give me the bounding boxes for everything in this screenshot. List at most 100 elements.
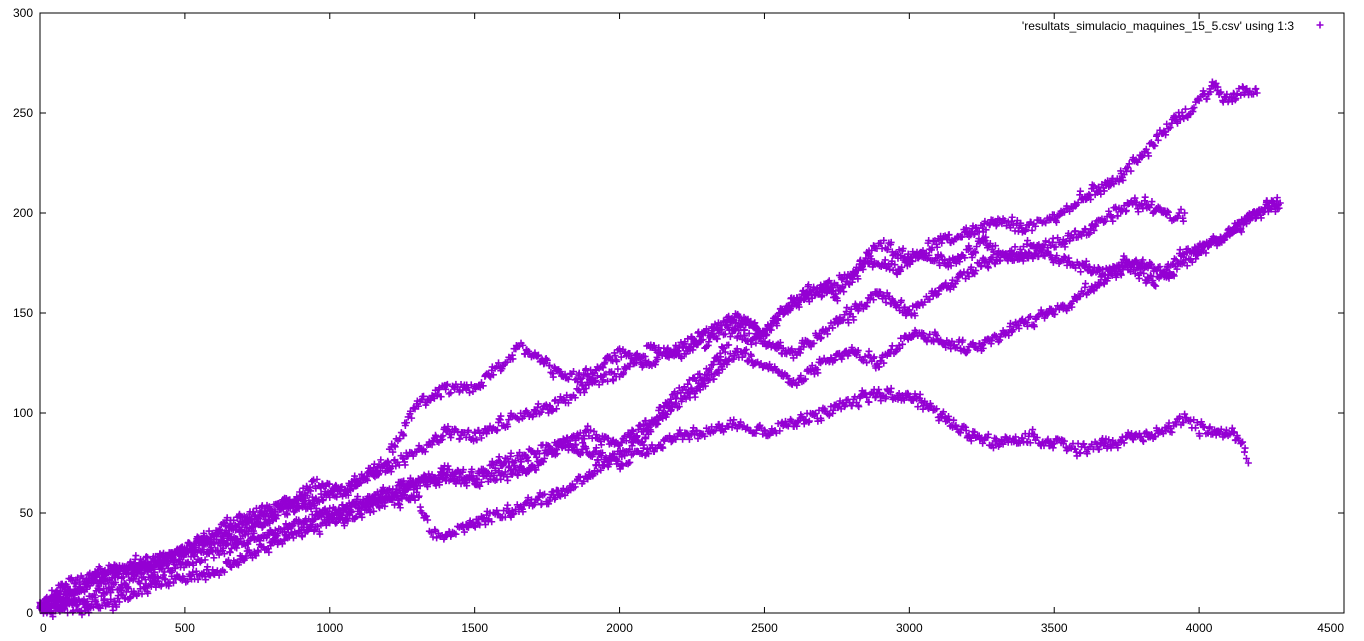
data-point — [895, 246, 903, 254]
data-point — [796, 295, 804, 303]
data-point — [338, 483, 346, 491]
data-point — [721, 330, 729, 338]
tick-marks — [39, 12, 1345, 614]
data-point — [1145, 152, 1153, 160]
data-point — [986, 220, 994, 228]
data-point — [854, 275, 862, 283]
data-point — [1249, 90, 1257, 98]
data-point — [504, 423, 512, 431]
data-point — [421, 448, 429, 456]
data-point — [880, 236, 888, 244]
data-point — [389, 448, 397, 456]
data-point — [1008, 213, 1016, 221]
data-point — [377, 456, 385, 464]
data-point — [852, 267, 860, 275]
data-point — [674, 347, 682, 355]
data-point — [391, 443, 399, 451]
data-point — [1237, 91, 1245, 99]
data-point — [548, 407, 556, 415]
data-point — [497, 412, 505, 420]
data-point — [1125, 160, 1133, 168]
data-point — [351, 472, 359, 480]
data-point — [613, 357, 621, 365]
data-point — [744, 315, 752, 323]
data-point — [442, 381, 450, 389]
data-point — [925, 251, 933, 259]
data-point — [840, 288, 848, 296]
data-point — [606, 353, 614, 361]
data-point — [387, 468, 395, 476]
data-point — [1190, 104, 1198, 112]
data-point — [1235, 85, 1243, 93]
data-point — [1195, 97, 1203, 105]
data-point — [1127, 167, 1135, 175]
data-point — [1135, 274, 1143, 282]
data-point — [533, 352, 541, 360]
data-point — [308, 477, 316, 485]
data-point — [578, 374, 586, 382]
data-point — [650, 342, 658, 350]
data-point — [1097, 190, 1105, 198]
data-point — [252, 504, 260, 512]
data-point — [344, 491, 352, 499]
data-point — [205, 527, 213, 535]
data-point — [534, 351, 542, 359]
data-point — [626, 349, 634, 357]
data-point — [773, 322, 781, 330]
data-point — [897, 267, 905, 275]
data-point — [933, 243, 941, 251]
data-point — [400, 432, 408, 440]
data-point — [489, 371, 497, 379]
data-point — [614, 365, 622, 373]
data-point — [534, 400, 542, 408]
data-point — [392, 462, 400, 470]
data-point — [1085, 190, 1093, 198]
data-point — [437, 393, 445, 401]
data-point — [571, 394, 579, 402]
data-point — [1233, 90, 1241, 98]
data-point — [1082, 257, 1090, 265]
data-point — [96, 565, 104, 573]
data-point — [144, 554, 152, 562]
data-point — [549, 373, 557, 381]
data-point — [947, 262, 955, 270]
data-point — [308, 493, 316, 501]
data-point — [804, 281, 812, 289]
data-point — [818, 291, 826, 299]
data-point — [784, 308, 792, 316]
data-point — [705, 338, 713, 346]
data-point — [1216, 89, 1224, 97]
data-point — [402, 419, 410, 427]
data-point — [476, 429, 484, 437]
data-point — [1087, 195, 1095, 203]
data-point — [1076, 187, 1084, 195]
data-point — [362, 475, 370, 483]
data-point — [738, 320, 746, 328]
data-point — [591, 378, 599, 386]
data-point — [307, 487, 315, 495]
data-point — [787, 294, 795, 302]
data-point — [519, 341, 527, 349]
data-point — [1252, 85, 1260, 93]
data-point — [137, 555, 145, 563]
data-point — [556, 368, 564, 376]
data-point — [611, 352, 619, 360]
data-point — [833, 297, 841, 305]
data-point — [982, 226, 990, 234]
data-point — [376, 467, 384, 475]
data-point — [887, 238, 895, 246]
data-point — [439, 432, 447, 440]
data-point — [899, 245, 907, 253]
data-point — [1176, 116, 1184, 124]
data-point — [223, 514, 231, 522]
data-point — [654, 355, 662, 363]
data-point — [504, 476, 512, 484]
data-point — [326, 480, 334, 488]
data-point — [891, 261, 899, 269]
data-point — [599, 376, 607, 384]
data-point — [456, 435, 464, 443]
data-point — [564, 399, 572, 407]
data-point — [1028, 226, 1036, 234]
data-point — [401, 461, 409, 469]
